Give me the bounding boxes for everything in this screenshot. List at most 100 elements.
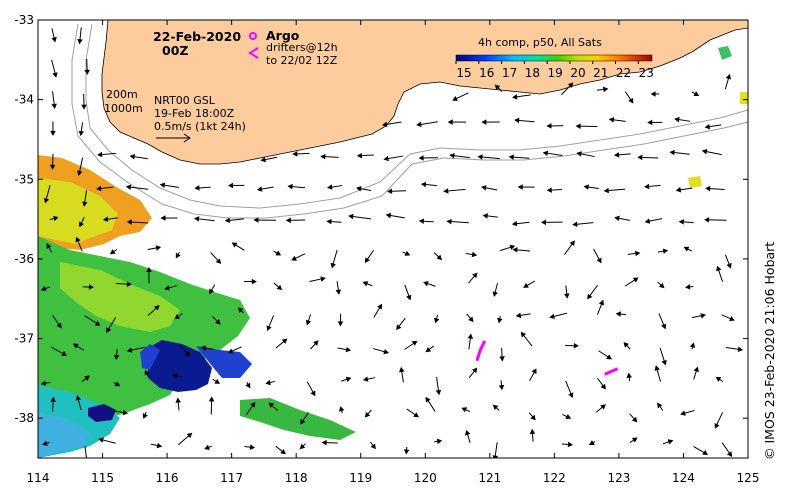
current-vector-head — [313, 340, 319, 346]
current-vector-head — [84, 69, 90, 75]
scale-label: 0.5m/s (1kt 24h) — [154, 120, 246, 133]
current-vector-head — [447, 119, 453, 125]
current-vector-head — [549, 313, 555, 320]
drifters-label-line2: to 22/02 12Z — [266, 54, 338, 67]
contour-200m — [85, 23, 748, 209]
current-vector-head — [362, 376, 369, 382]
x-tick-label: 123 — [607, 471, 630, 485]
current-vector-head — [330, 262, 336, 269]
y-axis: -33 -34 -35 -36 -37 -38 — [14, 13, 748, 425]
current-vector-head — [396, 324, 402, 331]
bathymetry-contours — [71, 23, 748, 219]
current-vector-head — [78, 130, 85, 137]
current-vector-head — [461, 407, 468, 413]
current-vector-head — [362, 281, 369, 287]
contour-1000m — [71, 23, 748, 219]
scale-arrow-icon — [156, 133, 191, 143]
current-vector-head — [435, 389, 442, 396]
current-vector-head — [194, 185, 200, 191]
current-vector-head — [356, 152, 362, 159]
current-vector-head — [704, 217, 710, 223]
current-vector-head — [49, 164, 56, 170]
current-vector-head — [299, 443, 306, 450]
current-vector-head — [40, 380, 47, 386]
current-vector-head — [79, 221, 84, 228]
current-vector-head — [164, 285, 170, 291]
current-vector-head — [598, 299, 604, 306]
current-vector-head — [675, 187, 682, 193]
current-vector-head — [381, 121, 388, 128]
sst-navy-patch — [88, 404, 116, 422]
current-vector-head — [729, 316, 735, 322]
current-vector-head — [726, 451, 733, 457]
current-vector-head — [113, 354, 120, 361]
current-vector-head — [492, 404, 499, 411]
product-name: NRT00 GSL — [154, 94, 216, 107]
x-tick-label: 117 — [220, 471, 243, 485]
map-frame — [37, 19, 749, 459]
colorbar-tick-label: 23 — [639, 66, 654, 80]
current-vector-head — [471, 367, 478, 374]
current-vector-head — [661, 359, 667, 366]
current-vector-head — [387, 188, 393, 195]
current-vector-head — [171, 373, 178, 379]
current-vector-head — [702, 449, 709, 455]
current-vector-head — [596, 257, 602, 264]
current-vector-head — [102, 216, 109, 222]
x-tick-label: 119 — [349, 471, 372, 485]
current-vector-head — [512, 94, 518, 100]
current-vector-head — [661, 323, 667, 330]
map-date: 22-Feb-2020 — [153, 29, 241, 44]
argo-marker-icon — [249, 32, 257, 40]
current-vector-head — [98, 437, 104, 443]
colorbar-tick-label: 15 — [456, 66, 471, 80]
current-vector-head — [662, 248, 669, 254]
current-vector-head — [576, 151, 582, 157]
current-vector-head — [287, 183, 293, 190]
current-vector-head — [175, 397, 181, 403]
current-vector-head — [175, 252, 181, 259]
current-vector-head — [540, 219, 547, 226]
current-vector-head — [411, 340, 418, 346]
current-vector-head — [276, 284, 283, 291]
current-vector-head — [678, 219, 684, 225]
current-vector-head — [468, 316, 474, 323]
current-vector-head — [345, 346, 352, 353]
current-vector-head — [615, 311, 621, 317]
current-vector-head — [433, 317, 440, 324]
current-vector-head — [737, 346, 744, 353]
current-vector-head — [700, 313, 706, 319]
current-vector-head — [114, 381, 121, 387]
product-annotation: 200m 1000m NRT00 GSL 19-Feb 18:00Z 0.5m/… — [104, 88, 246, 143]
current-vector-head — [465, 429, 471, 436]
current-vector-head — [423, 281, 429, 287]
colorbar-tick-label: 17 — [502, 66, 517, 80]
current-vector-head — [499, 356, 505, 362]
x-tick-label: 116 — [156, 471, 179, 485]
current-vector-head — [647, 119, 653, 126]
current-vector-head — [542, 150, 549, 157]
current-vector-head — [726, 262, 732, 269]
current-vector-head — [631, 437, 638, 443]
current-vector-head — [251, 278, 257, 285]
current-vector-head — [569, 240, 575, 247]
current-vector-head — [184, 350, 191, 357]
current-vector-head — [725, 73, 732, 80]
x-tick-label: 124 — [672, 471, 695, 485]
current-vector-head — [77, 38, 83, 45]
y-tick-label: -36 — [14, 252, 34, 266]
current-vector-head — [97, 151, 103, 158]
current-vector-head — [345, 376, 352, 383]
current-vector-head — [416, 121, 422, 128]
sst-lightblue-area — [38, 412, 90, 458]
y-tick-label: -37 — [14, 332, 34, 346]
current-vector-head — [285, 217, 291, 224]
current-vector-head — [683, 246, 690, 252]
current-vector-head — [567, 82, 574, 88]
current-vector-head — [481, 119, 487, 125]
current-vector-head — [511, 220, 518, 227]
current-vector-head — [256, 186, 263, 192]
current-vector-head — [215, 258, 222, 264]
surface-current-vectors — [40, 27, 744, 458]
current-vector-head — [42, 440, 48, 446]
